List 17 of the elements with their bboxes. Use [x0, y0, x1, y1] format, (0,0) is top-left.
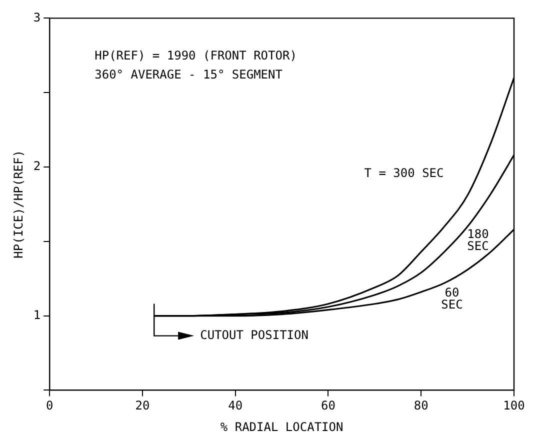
y-axis-title: HP(ICE)/HP(REF) — [11, 150, 26, 258]
x-axis-title: % RADIAL LOCATION — [220, 420, 344, 434]
annotation: HP(REF) = 1990 (FRONT ROTOR) — [94, 48, 297, 62]
x-tick-label: 80 — [414, 398, 428, 413]
text: T = 300 SEC — [364, 166, 444, 180]
annotation: 360° AVERAGE - 15° SEGMENT — [94, 67, 282, 82]
x-tick-label: 100 — [503, 398, 525, 413]
series-label: 180 SEC — [467, 227, 489, 254]
y-tick-label: 2 — [33, 159, 41, 174]
annotation: CUTOUT POSITION — [200, 328, 308, 342]
y-tick-label: 1 — [33, 308, 41, 322]
x-tick-label: 60 — [321, 398, 336, 413]
y-tick-label: 3 — [33, 10, 41, 24]
x-tick-label: 40 — [228, 398, 243, 413]
x-tick-label: 0 — [46, 398, 54, 413]
x-tick-label: 20 — [135, 398, 150, 413]
series-label: 60 SEC — [441, 286, 463, 312]
